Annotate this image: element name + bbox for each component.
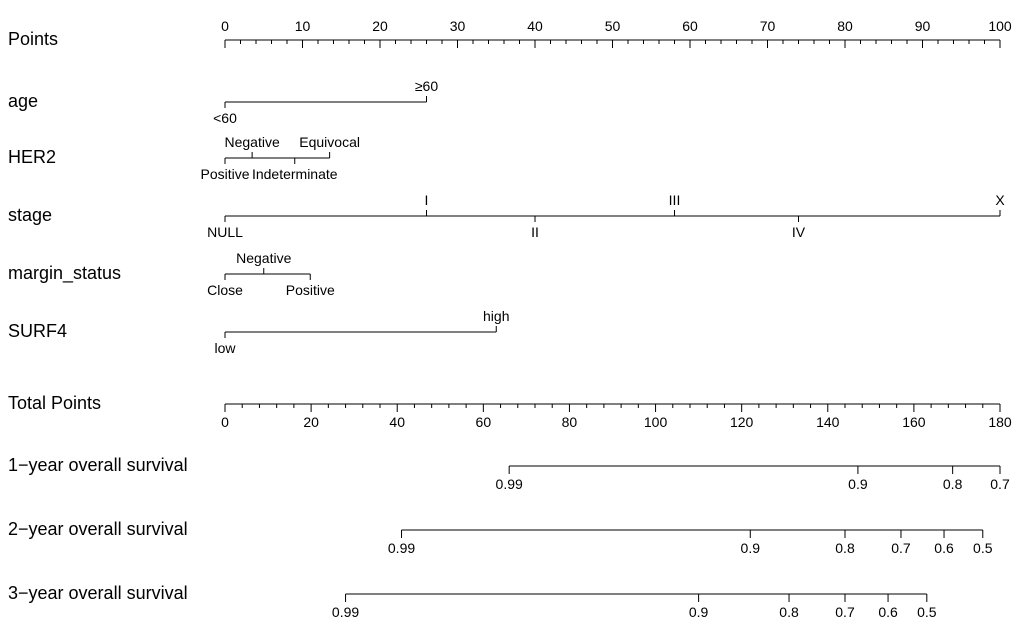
predictor-stage-X: X — [995, 192, 1004, 208]
predictor-her2-Positive: Positive — [200, 166, 249, 182]
predictor-surf4-low: low — [214, 340, 235, 356]
total-points-label: Total Points — [8, 393, 101, 414]
surv1-tick-0.9: 0.9 — [848, 476, 867, 492]
predictor-age-≥60: ≥60 — [415, 78, 438, 94]
surv3-label: 3−year overall survival — [8, 583, 188, 604]
predictor-her2-Equivocal: Equivocal — [299, 134, 360, 150]
points-tick-70: 70 — [760, 18, 776, 34]
predictor-her2-Negative: Negative — [224, 134, 279, 150]
points-tick-60: 60 — [682, 18, 698, 34]
surv3-tick-0.8: 0.8 — [779, 604, 798, 620]
points-tick-30: 30 — [450, 18, 466, 34]
total-points-tick-80: 80 — [562, 414, 578, 430]
predictor-her2-label: HER2 — [8, 147, 56, 168]
surv3-tick-0.5: 0.5 — [917, 604, 936, 620]
predictor-margin_status-Positive: Positive — [286, 282, 335, 298]
total-points-tick-60: 60 — [476, 414, 492, 430]
surv1-tick-0.7: 0.7 — [990, 476, 1009, 492]
total-points-tick-40: 40 — [389, 414, 405, 430]
surv2-tick-0.7: 0.7 — [891, 540, 910, 556]
predictor-age-label: age — [8, 91, 38, 112]
surv2-tick-0.99: 0.99 — [388, 540, 415, 556]
surv3-tick-0.7: 0.7 — [835, 604, 854, 620]
predictor-stage-label: stage — [8, 205, 52, 226]
predictor-age-<60: <60 — [213, 110, 237, 126]
predictor-stage-IV: IV — [792, 224, 805, 240]
surv3-tick-0.9: 0.9 — [689, 604, 708, 620]
total-points-tick-160: 160 — [902, 414, 925, 430]
points-tick-50: 50 — [605, 18, 621, 34]
points-tick-20: 20 — [372, 18, 388, 34]
total-points-tick-140: 140 — [816, 414, 839, 430]
predictor-margin_status-Negative: Negative — [236, 250, 291, 266]
predictor-stage-II: II — [531, 224, 539, 240]
total-points-tick-0: 0 — [221, 414, 229, 430]
predictor-her2-Indeterminate: Indeterminate — [252, 166, 338, 182]
predictor-stage-NULL: NULL — [207, 224, 243, 240]
predictor-surf4-label: SURF4 — [8, 321, 67, 342]
surv1-label: 1−year overall survival — [8, 455, 188, 476]
surv2-tick-0.8: 0.8 — [835, 540, 854, 556]
points-tick-100: 100 — [988, 18, 1011, 34]
total-points-tick-20: 20 — [303, 414, 319, 430]
surv3-tick-0.6: 0.6 — [878, 604, 897, 620]
total-points-tick-180: 180 — [988, 414, 1011, 430]
points-tick-10: 10 — [295, 18, 311, 34]
points-tick-0: 0 — [221, 18, 229, 34]
surv2-label: 2−year overall survival — [8, 519, 188, 540]
surv1-tick-0.8: 0.8 — [943, 476, 962, 492]
surv2-tick-0.9: 0.9 — [741, 540, 760, 556]
surv3-tick-0.99: 0.99 — [332, 604, 359, 620]
predictor-surf4-high: high — [483, 308, 509, 324]
predictor-margin_status-Close: Close — [207, 282, 243, 298]
points-tick-40: 40 — [527, 18, 543, 34]
surv2-tick-0.6: 0.6 — [934, 540, 953, 556]
predictor-stage-I: I — [425, 192, 429, 208]
total-points-tick-100: 100 — [644, 414, 667, 430]
surv1-tick-0.99: 0.99 — [496, 476, 523, 492]
points-tick-80: 80 — [837, 18, 853, 34]
points-axis-label: Points — [8, 29, 58, 50]
surv2-tick-0.5: 0.5 — [973, 540, 992, 556]
total-points-tick-120: 120 — [730, 414, 753, 430]
predictor-margin_status-label: margin_status — [8, 263, 121, 284]
predictor-stage-III: III — [669, 192, 681, 208]
points-tick-90: 90 — [915, 18, 931, 34]
